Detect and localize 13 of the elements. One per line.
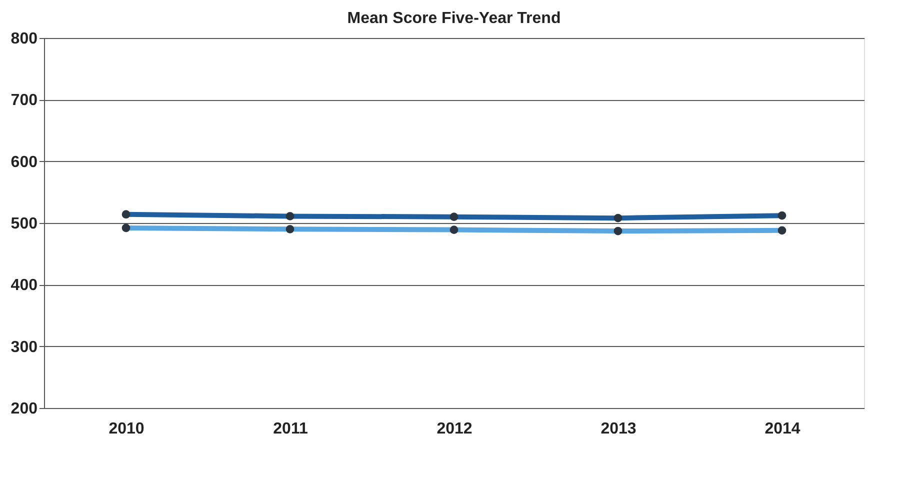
x-tick-label: 2010: [108, 420, 144, 438]
x-tick-label: 2013: [600, 420, 636, 438]
y-tick-label: 700: [10, 92, 38, 110]
x-tick-label: 2014: [764, 420, 800, 438]
y-tick-label: 500: [10, 216, 38, 232]
y-tick-label: 300: [10, 338, 38, 356]
x-tick-label: 2011: [273, 420, 308, 438]
x-tick-label: 2012: [436, 420, 472, 438]
y-tick-label: 600: [10, 154, 38, 171]
chart-title: Mean Score Five-Year Trend: [347, 10, 561, 27]
y-tick-label: 400: [10, 277, 38, 294]
y-tick-label: 800: [10, 30, 38, 48]
y-tick-label: 200: [10, 400, 38, 418]
